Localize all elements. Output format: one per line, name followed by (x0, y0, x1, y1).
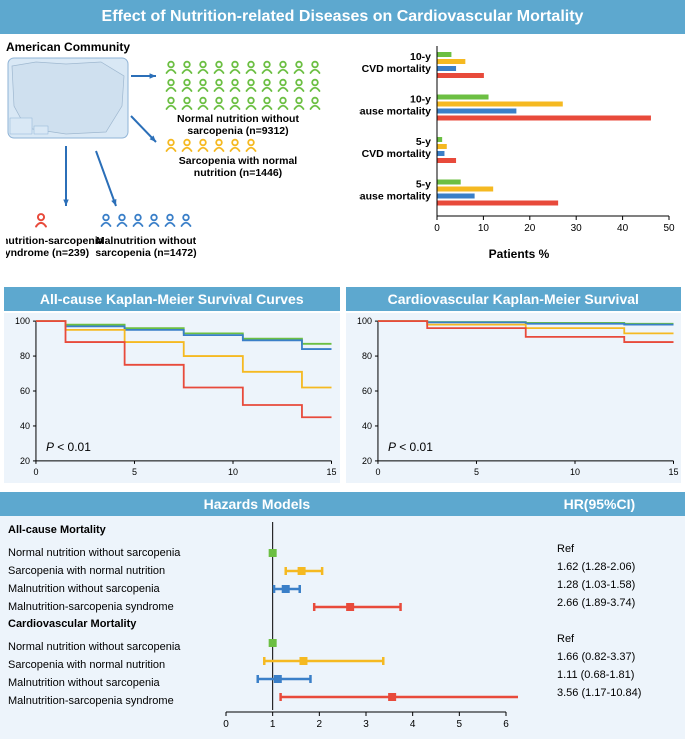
svg-text:Malnutrition without: Malnutrition without (96, 235, 197, 247)
svg-text:3: 3 (363, 719, 369, 730)
svg-text:Normal nutrition without: Normal nutrition without (177, 113, 299, 125)
forest-row-label: Malnutrition-sarcopenia syndrome (8, 598, 208, 616)
svg-text:10-y: 10-y (410, 51, 431, 63)
svg-text:sarcopenia (n=1472): sarcopenia (n=1472) (95, 247, 196, 259)
bar-chart-panel: 0102030405010-yCVD mortality10-yAll-caus… (359, 40, 679, 281)
forest-hr-value: 2.66 (1.89-3.74) (557, 594, 677, 612)
svg-text:1: 1 (270, 719, 276, 730)
svg-text:syndrome (n=239): syndrome (n=239) (6, 247, 89, 259)
svg-text:40: 40 (617, 223, 629, 234)
km-allcause-col: All-cause Kaplan-Meier Survival Curves 2… (4, 287, 340, 488)
forest-row-label: Normal nutrition without sarcopenia (8, 544, 208, 562)
svg-text:CVD mortality: CVD mortality (362, 148, 432, 160)
svg-text:5-y: 5-y (416, 136, 431, 148)
svg-text:0: 0 (375, 467, 380, 477)
forest-heading: All-cause Mortality (8, 524, 208, 542)
km-cvd-chart: 20 40 60 80 100 0 5 10 15 P < 0.01 (346, 313, 682, 483)
svg-text:10: 10 (478, 223, 490, 234)
km-cvd-title: Cardiovascular Kaplan-Meier Survival (346, 287, 682, 311)
svg-text:60: 60 (20, 386, 30, 396)
hazards-body: All-cause Mortality Normal nutrition with… (0, 516, 685, 739)
svg-text:80: 80 (20, 351, 30, 361)
km-cvd-col: Cardiovascular Kaplan-Meier Survival 20 4… (346, 287, 682, 488)
forest-heading: Cardiovascular Mortality (8, 618, 208, 636)
forest-hr-value: Ref (557, 540, 677, 558)
svg-text:0: 0 (223, 719, 229, 730)
km-section: All-cause Kaplan-Meier Survival Curves 2… (0, 287, 685, 488)
forest-row-label: Sarcopenia with normal nutrition (8, 656, 208, 674)
svg-text:10: 10 (569, 467, 579, 477)
top-section: American Community Normal nutrition with… (0, 34, 685, 287)
svg-text:6: 6 (503, 719, 509, 730)
svg-text:5: 5 (473, 467, 478, 477)
svg-text:50: 50 (663, 223, 675, 234)
forest-hr-value: 3.56 (1.17-10.84) (557, 684, 677, 702)
svg-text:All-cause mortality: All-cause mortality (359, 106, 431, 118)
community-label: American Community (6, 40, 349, 54)
forest-row-label: Normal nutrition without sarcopenia (8, 638, 208, 656)
forest-hr-value: 1.11 (0.68-1.81) (557, 666, 677, 684)
svg-text:P < 0.01: P < 0.01 (46, 440, 91, 454)
forest-hr-value: Ref (557, 630, 677, 648)
cohort-diagram: American Community Normal nutrition with… (6, 40, 349, 281)
svg-text:40: 40 (361, 421, 371, 431)
svg-text:20: 20 (361, 456, 371, 466)
svg-text:5: 5 (132, 467, 137, 477)
svg-text:sarcopenia (n=9312): sarcopenia (n=9312) (187, 125, 288, 137)
infographic-root: Effect of Nutrition-related Diseases on … (0, 0, 685, 739)
svg-text:100: 100 (15, 316, 30, 326)
svg-text:Sarcopenia with normal: Sarcopenia with normal (179, 155, 298, 167)
forest-row-label: Malnutrition without sarcopenia (8, 674, 208, 692)
svg-text:5: 5 (457, 719, 463, 730)
svg-text:2: 2 (317, 719, 323, 730)
svg-text:10-y: 10-y (410, 94, 431, 106)
km-allcause-chart: 20 40 60 80 100 0 5 10 15 P < 0.01 (4, 313, 340, 483)
svg-text:80: 80 (361, 351, 371, 361)
svg-text:nutrition (n=1446): nutrition (n=1446) (194, 167, 282, 179)
svg-text:All-cause mortality: All-cause mortality (359, 191, 431, 203)
forest-hr-value: 1.66 (0.82-3.37) (557, 648, 677, 666)
forest-row-label: Malnutrition without sarcopenia (8, 580, 208, 598)
main-title: Effect of Nutrition-related Diseases on … (0, 0, 685, 34)
svg-text:P < 0.01: P < 0.01 (387, 440, 432, 454)
forest-row-label: Malnutrition-sarcopenia syndrome (8, 692, 208, 710)
svg-text:CVD mortality: CVD mortality (362, 63, 432, 75)
svg-text:60: 60 (361, 386, 371, 396)
forest-hr-value: 1.62 (1.28-2.06) (557, 558, 677, 576)
svg-text:10: 10 (228, 467, 238, 477)
hazards-header: Hazards Models HR(95%CI) (0, 492, 685, 516)
svg-text:15: 15 (327, 467, 337, 477)
svg-text:5-y: 5-y (416, 179, 431, 191)
svg-text:20: 20 (524, 223, 536, 234)
hazards-section: Hazards Models HR(95%CI) All-cause Morta… (0, 492, 685, 739)
svg-text:0: 0 (434, 223, 440, 234)
forest-hr-value: 1.28 (1.03-1.58) (557, 576, 677, 594)
svg-text:20: 20 (20, 456, 30, 466)
svg-text:100: 100 (356, 316, 371, 326)
hr-title: HR(95%CI) (514, 492, 685, 516)
hazards-title: Hazards Models (0, 492, 514, 516)
svg-text:40: 40 (20, 421, 30, 431)
svg-text:30: 30 (571, 223, 583, 234)
svg-text:15: 15 (668, 467, 678, 477)
cohort-svg: Normal nutrition withoutsarcopenia (n=93… (6, 56, 346, 276)
svg-text:0: 0 (33, 467, 38, 477)
km-allcause-title: All-cause Kaplan-Meier Survival Curves (4, 287, 340, 311)
svg-text:4: 4 (410, 719, 416, 730)
bar-xlabel: Patients % (359, 247, 679, 261)
svg-text:Malnutrition-sarcopenia: Malnutrition-sarcopenia (6, 235, 104, 247)
bar-chart: 0102030405010-yCVD mortality10-yAll-caus… (359, 40, 679, 240)
forest-row-label: Sarcopenia with normal nutrition (8, 562, 208, 580)
